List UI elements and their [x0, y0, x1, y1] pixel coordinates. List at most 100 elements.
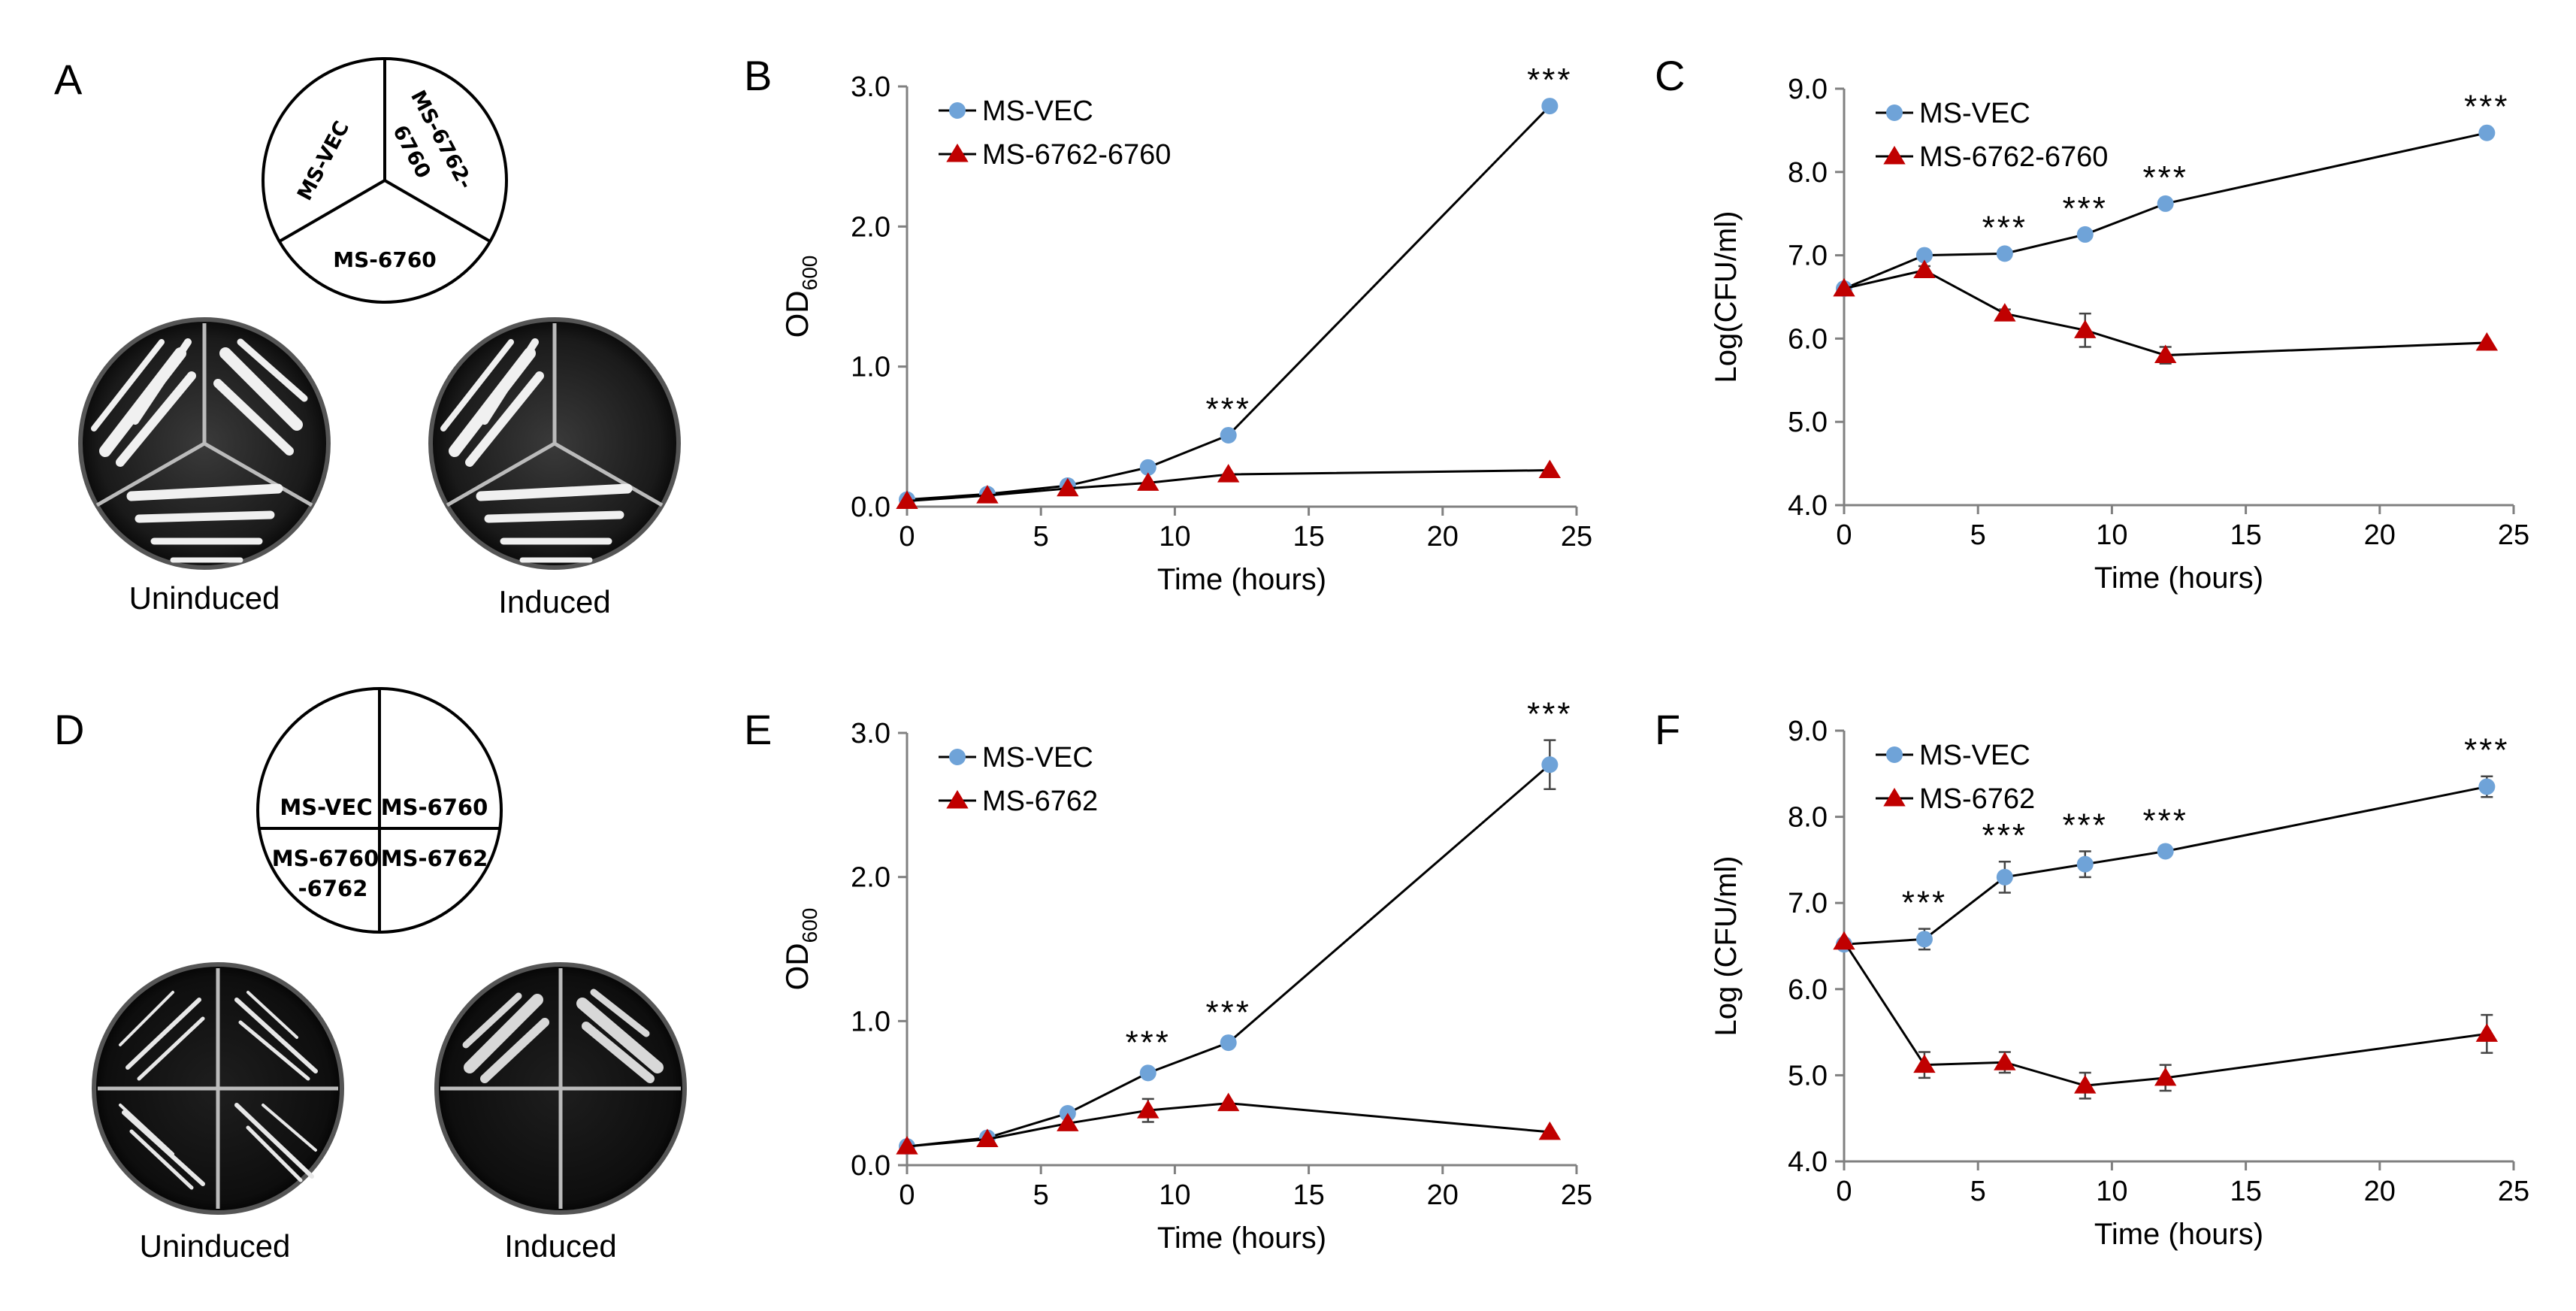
x-tick-label: 20	[1427, 1179, 1459, 1211]
y-axis-label: Log (CFU/ml)	[1710, 855, 1743, 1036]
legend-marker	[946, 790, 969, 809]
data-point	[2074, 1075, 2097, 1094]
data-point	[2157, 195, 2174, 212]
legend-label: MS-VEC	[1919, 98, 2030, 129]
sector-divider	[383, 179, 491, 243]
legend-marker	[1886, 746, 1903, 763]
significance-marker: ***	[2063, 190, 2108, 227]
x-tick-label: 10	[2096, 519, 2127, 551]
significance-marker: ***	[1982, 209, 2027, 246]
x-tick-label: 10	[1159, 521, 1190, 553]
legend-marker	[949, 749, 966, 765]
panel-letter-d: D	[54, 706, 84, 753]
data-point	[1541, 756, 1559, 774]
y-tick-label: 6.0	[1788, 974, 1828, 1006]
x-tick-label: 5	[1033, 521, 1049, 553]
data-point	[1996, 245, 2013, 262]
label-uninduced-a: Uninduced	[129, 580, 280, 616]
data-point	[2154, 1067, 2177, 1086]
y-tick-label: 5.0	[1788, 1060, 1828, 1091]
data-point	[1220, 426, 1237, 444]
sector-label-ms-6762: MS-6762	[381, 846, 488, 871]
label-uninduced-d: Uninduced	[140, 1228, 291, 1264]
panel-letter-f: F	[1655, 706, 1680, 753]
legend-entry: MS-6762-6760	[1876, 141, 2108, 173]
data-point	[1139, 459, 1156, 476]
sector-label-ms-6760-6762-line1: MS-6760	[272, 846, 379, 871]
y-tick-label: 4.0	[1788, 1146, 1828, 1178]
data-point	[1915, 931, 1933, 948]
significance-marker: ***	[1902, 885, 1947, 922]
y-tick-label: 0.0	[851, 1150, 890, 1182]
data-point	[1833, 277, 1855, 297]
x-tick-label: 15	[1293, 1179, 1324, 1211]
y-axis-label: Log(CFU/ml)	[1710, 211, 1743, 383]
legend-label: MS-6762-6760	[1919, 141, 2108, 173]
significance-marker: ***	[1205, 391, 1250, 428]
plate-divider	[553, 441, 664, 507]
chart-panel-e: E 0 5 10 15 20 25 0.0 1.0 2.0 3.0 Time (hours) OD600…	[744, 696, 1592, 1255]
legend-label: MS-VEC	[982, 742, 1093, 774]
x-axis-label: Time (hours)	[1157, 563, 1326, 596]
y-tick-label: 2.0	[851, 211, 890, 243]
plate-divider	[446, 441, 556, 507]
y-axis-label-subscript: 600	[798, 908, 821, 943]
x-tick-label: 25	[1561, 521, 1592, 553]
series-line	[1843, 268, 2487, 357]
series-line	[906, 105, 1551, 501]
x-tick-label: 5	[1970, 519, 1986, 551]
y-tick-label: 9.0	[1788, 716, 1828, 747]
legend-label: MS-VEC	[1919, 740, 2030, 771]
data-point	[1996, 868, 2013, 886]
significance-marker: ***	[1205, 994, 1250, 1031]
x-axis-label: Time (hours)	[1157, 1222, 1326, 1255]
bacterial-growth	[91, 338, 308, 563]
y-tick-label: 7.0	[1788, 888, 1828, 919]
x-tick-label: 0	[899, 1179, 915, 1211]
y-axis-label-main: OD	[779, 290, 815, 338]
chart-panel-f: F 0 5 10 15 20 25 4.0 5.0 6.0 7.0 8.0 9.0 Time (hours…	[1655, 706, 2529, 1251]
chart-panel-b: B 0 5 10 15 20 25 0.0 1.0 2.0 3.0 Time (hours) OD600…	[744, 52, 1592, 596]
sector-label-ms-6760-6762-line2: -6762	[298, 876, 368, 901]
legend-marker	[1886, 104, 1903, 121]
y-tick-label: 4.0	[1788, 490, 1828, 522]
data-point	[1913, 1054, 1936, 1073]
bacterial-growth	[440, 338, 633, 563]
x-tick-label: 5	[1970, 1176, 1986, 1207]
x-tick-label: 15	[1293, 521, 1324, 553]
series-line	[906, 469, 1550, 503]
sector-label-ms-6760: MS-6760	[381, 795, 488, 820]
y-tick-label: 0.0	[851, 492, 890, 523]
chart-panel-c: C 0 5 10 15 20 25 4.0 5.0 6.0 7.0 8.0 9.0 Time (hours…	[1655, 52, 2529, 595]
plate-photo-induced-a	[428, 317, 681, 570]
legend-entry: MS-VEC	[939, 95, 1093, 127]
data-point	[2154, 344, 2177, 364]
legend-marker	[946, 144, 969, 162]
y-axis-label-subscript: 600	[798, 256, 821, 291]
data-point	[1220, 1034, 1237, 1052]
data-point	[2475, 332, 2499, 351]
legend-label: MS-6762-6760	[982, 139, 1171, 171]
plate-layout-diagram-d: MS-VEC MS-6760 MS-6760 -6762 MS-6762	[256, 687, 503, 934]
data-point	[1137, 472, 1160, 491]
bacterial-growth	[119, 991, 318, 1190]
significance-marker: ***	[1126, 1025, 1171, 1061]
y-tick-label: 9.0	[1788, 74, 1828, 105]
data-point	[1541, 98, 1559, 115]
data-point	[2076, 226, 2094, 243]
panel-letter-e: E	[744, 706, 772, 753]
x-tick-label: 0	[1836, 1176, 1852, 1207]
x-tick-label: 15	[2230, 1176, 2261, 1207]
x-tick-label: 5	[1033, 1179, 1049, 1211]
legend-marker	[1883, 146, 1906, 165]
y-axis-label: OD600	[779, 256, 821, 338]
data-point	[1137, 1100, 1160, 1119]
significance-marker: ***	[1982, 817, 2027, 854]
x-tick-label: 0	[1836, 519, 1852, 551]
data-point	[2074, 319, 2097, 338]
data-point	[1994, 1052, 2016, 1070]
x-tick-label: 20	[1427, 521, 1459, 553]
data-point	[1538, 1121, 1562, 1140]
data-point	[1538, 459, 1562, 479]
y-tick-label: 1.0	[851, 1006, 890, 1037]
